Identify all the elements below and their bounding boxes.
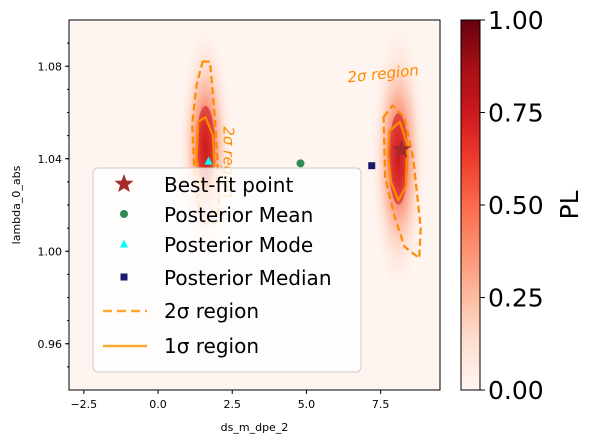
contour-2sigma-1 (382, 104, 422, 260)
legend-label-mean: Posterior Mean (164, 203, 313, 227)
legend-label-2sigma: 2σ region (164, 299, 259, 323)
x-tick-label: 0.0 (149, 398, 167, 411)
contour-1sigma-1 (387, 120, 409, 202)
legend-label-median: Posterior Median (164, 266, 332, 290)
legend-label-best-fit: Best-fit point (164, 173, 293, 197)
colorbar-tick-label: 1.00 (488, 6, 544, 35)
legend-symbol-square (120, 273, 128, 281)
legend-label-1sigma: 1σ region (164, 334, 259, 358)
x-tick-label: 2.5 (223, 398, 241, 411)
heat-peak-1 (388, 112, 409, 205)
colorbar-ticks: 0.00 0.25 0.50 0.75 1.00 (488, 6, 544, 405)
x-tick-label: 7.5 (372, 398, 390, 411)
best-fit-point (391, 139, 411, 158)
legend-symbol-star (114, 174, 134, 193)
posterior-median-point (368, 162, 376, 170)
x-axis: −2.5 0.0 2.5 5.0 7.5 (70, 398, 389, 411)
summary-points (204, 139, 411, 170)
y-tick-label: 1.08 (38, 60, 63, 73)
colorbar-tick-label: 0.75 (488, 99, 544, 128)
x-tick-label: 5.0 (298, 398, 316, 411)
colorbar-label: PL (555, 190, 584, 219)
posterior-mode-point (204, 156, 213, 165)
colorbar-tick-label: 0.00 (488, 376, 544, 405)
y-tick-label: 1.00 (38, 245, 63, 258)
legend: Best-fit point Posterior Mean Posterior … (92, 167, 362, 373)
x-tick-marks (83, 390, 382, 394)
legend-label-mode: Posterior Mode (164, 233, 313, 257)
posterior-mean-point (296, 159, 305, 168)
y-axis-label: lambda_0_abs (10, 165, 23, 244)
x-axis-label: ds_m_dpe_2 (221, 421, 289, 434)
colorbar (460, 19, 481, 391)
y-axis: 0.96 1.00 1.04 1.08 (38, 60, 63, 351)
y-tick-label: 1.04 (38, 153, 63, 166)
x-tick-label: −2.5 (70, 398, 97, 411)
colorbar-tick-label: 0.50 (488, 191, 544, 220)
colorbar-tick-marks (480, 19, 485, 391)
colorbar-tick-label: 0.25 (488, 284, 544, 313)
legend-symbol-triangle (120, 239, 128, 248)
legend-box (92, 167, 362, 373)
legend-symbol-circle (120, 210, 128, 218)
y-tick-marks (65, 42, 69, 368)
y-tick-label: 0.96 (38, 338, 63, 351)
